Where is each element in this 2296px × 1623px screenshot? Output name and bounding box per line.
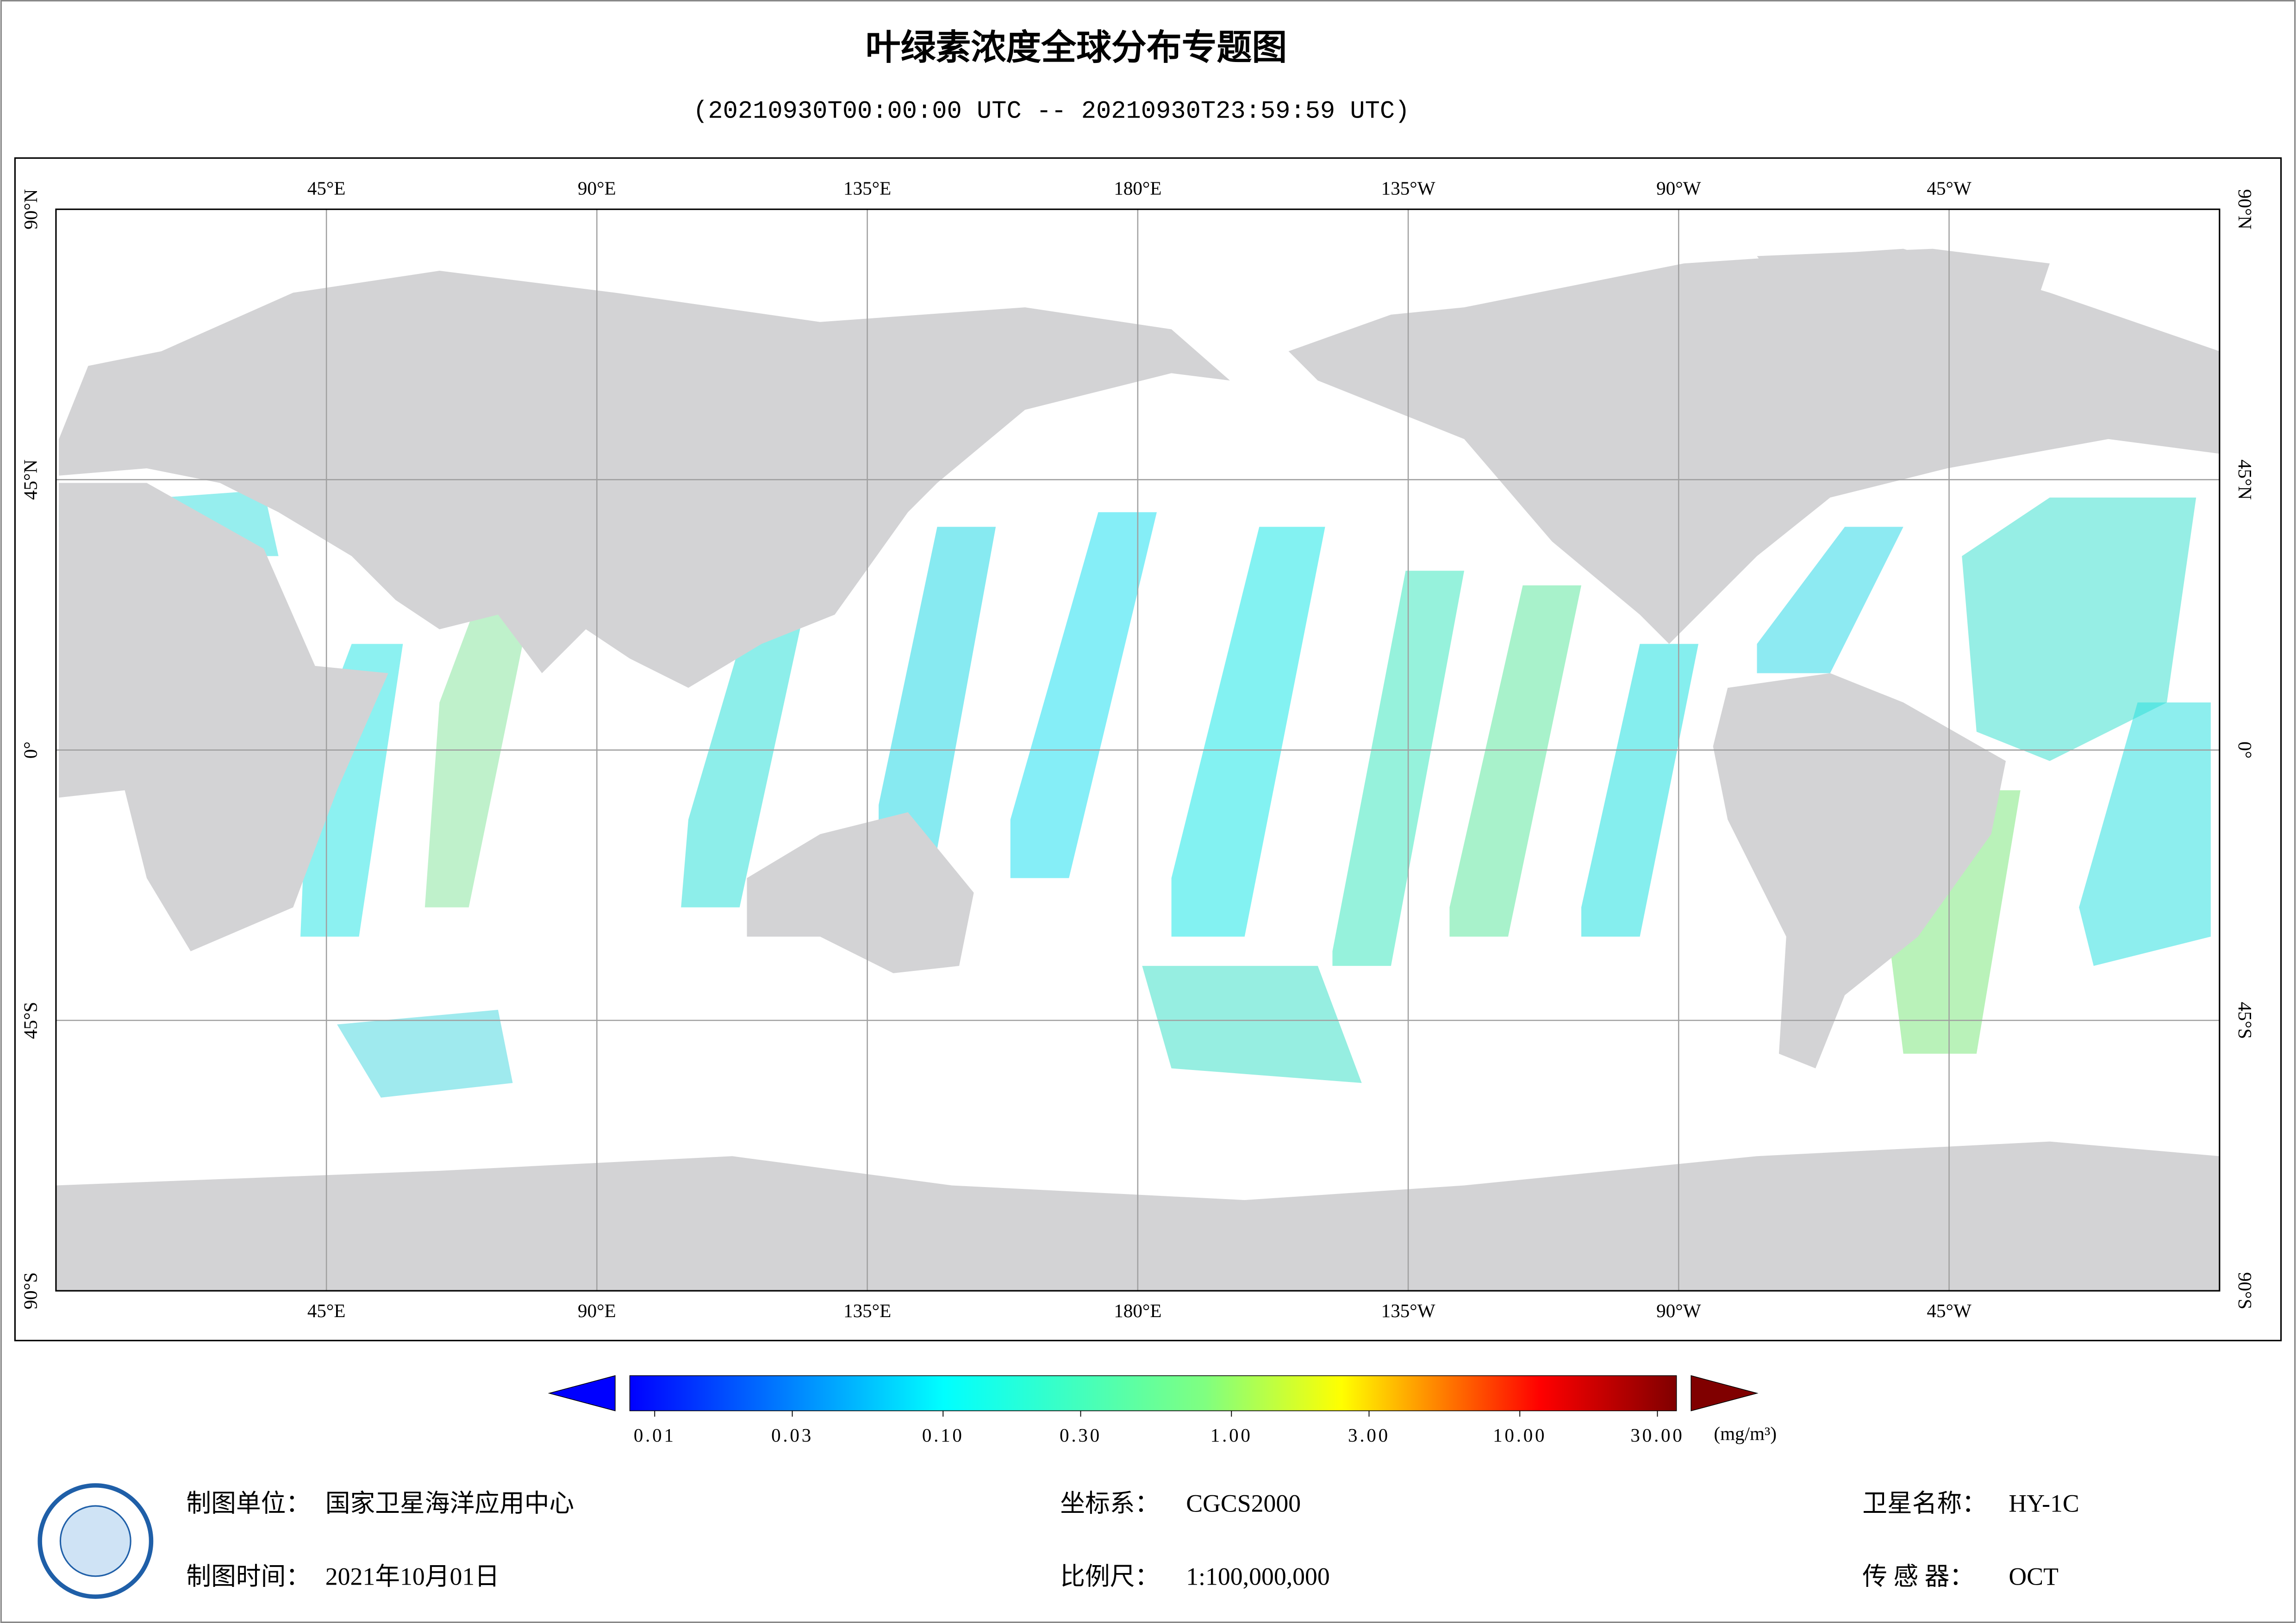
chlorophyll-swath	[1010, 512, 1157, 878]
crs-value: CGCS2000	[1186, 1489, 1301, 1517]
chlorophyll-swath	[1142, 966, 1362, 1083]
chlorophyll-swath	[2079, 702, 2211, 966]
chlorophyll-swaths	[59, 490, 2211, 1098]
map-border	[55, 208, 2221, 1292]
crs-label: 坐标系：	[1060, 1489, 1160, 1517]
lon-label-bottom: 45°E	[307, 1300, 346, 1321]
title: 叶绿素浓度全球分布专题图	[866, 27, 1287, 68]
lat-label-right: 90°N	[2234, 189, 2256, 230]
colorbar-unit: (mg/m³)	[1714, 1423, 1777, 1445]
unit-label: 制图单位：	[186, 1489, 311, 1517]
chlorophyll-swath	[1332, 571, 1465, 966]
lat-label-right: 45°S	[2234, 1002, 2256, 1039]
lon-label-top: 90°E	[578, 178, 616, 199]
lon-label-top: 45°W	[1927, 178, 1972, 199]
chlorophyll-swath	[1962, 497, 2196, 761]
chlorophyll-swath	[1581, 644, 1699, 937]
colorbar-tick-label: 0.30	[1060, 1424, 1102, 1446]
lon-label-bottom: 135°E	[843, 1300, 891, 1321]
footer: 制图单位： 国家卫星海洋应用中心 制图时间： 2021年10月01日 坐标系： …	[37, 1483, 2079, 1599]
scale-label: 比例尺：	[1060, 1562, 1160, 1590]
satellite-label: 卫星名称：	[1862, 1489, 1987, 1517]
unit-value: 国家卫星海洋应用中心	[325, 1489, 574, 1517]
date-label: 制图时间：	[186, 1562, 311, 1590]
colorbar: (mg/m³) 0.01 0.03 0.10 0.30 1.00 3.00 10.00 30.…	[548, 1375, 1777, 1446]
colorbar-tick-label: 3.00	[1348, 1424, 1390, 1446]
colorbar-tick-label: 0.03	[771, 1424, 813, 1446]
chlorophyll-swath	[681, 571, 813, 908]
land-south-america	[1713, 673, 2006, 1069]
subtitle: (20210930T00:00:00 UTC -- 20210930T23:59…	[693, 98, 1410, 126]
lat-label-left: 90°S	[20, 1272, 41, 1309]
satellite-value: HY-1C	[2009, 1489, 2079, 1517]
chlorophyll-swath	[337, 1009, 513, 1098]
chlorophyll-swath	[1449, 585, 1582, 937]
lon-label-bottom: 90°W	[1656, 1300, 1701, 1321]
colorbar-tick-label: 0.10	[922, 1424, 964, 1446]
colorbar-tick-label: 10.00	[1493, 1424, 1547, 1446]
lat-label-right: 90°S	[2234, 1272, 2256, 1309]
lon-label-top: 135°W	[1381, 178, 1435, 199]
sensor-value: OCT	[2009, 1562, 2059, 1590]
land-greenland	[1757, 249, 2050, 381]
chlorophyll-swath	[1171, 527, 1325, 937]
lon-label-bottom: 90°E	[578, 1300, 616, 1321]
lon-label-top: 90°W	[1656, 178, 1701, 199]
chlorophyll-swath	[1889, 790, 2021, 1054]
lon-label-bottom: 180°E	[1114, 1300, 1161, 1321]
lon-label-bottom: 45°W	[1927, 1300, 1972, 1321]
land-africa	[59, 483, 388, 951]
lon-label-top: 180°E	[1114, 178, 1161, 199]
lat-label-left: 90°N	[20, 189, 41, 230]
lat-label-left: 0°	[20, 741, 41, 759]
colorbar-ramp	[629, 1375, 1677, 1412]
colorbar-tick-label: 0.01	[634, 1424, 676, 1446]
lat-label-left: 45°N	[20, 460, 41, 500]
logo-globe	[59, 1505, 131, 1577]
colorbar-low-arrow	[548, 1375, 616, 1412]
chlorophyll-swath	[879, 527, 996, 849]
map	[55, 208, 2221, 1292]
chlorophyll-swath	[1757, 527, 1903, 673]
lat-label-right: 45°N	[2234, 460, 2256, 500]
sensor-label: 传 感 器：	[1862, 1562, 1974, 1590]
chlorophyll-swath	[424, 585, 535, 908]
land-australia	[747, 812, 974, 973]
colorbar-tick-label: 30.00	[1630, 1424, 1684, 1446]
scale-value: 1:100,000,000	[1186, 1562, 1330, 1590]
colorbar-high-arrow	[1691, 1375, 1759, 1412]
lat-label-left: 45°S	[20, 1002, 41, 1039]
colorbar-tick-label: 1.00	[1210, 1424, 1253, 1446]
lon-label-bottom: 135°W	[1381, 1300, 1435, 1321]
lat-label-right: 0°	[2234, 741, 2256, 759]
lon-label-top: 45°E	[307, 178, 346, 199]
date-value: 2021年10月01日	[325, 1562, 499, 1590]
lon-label-top: 135°E	[843, 178, 891, 199]
